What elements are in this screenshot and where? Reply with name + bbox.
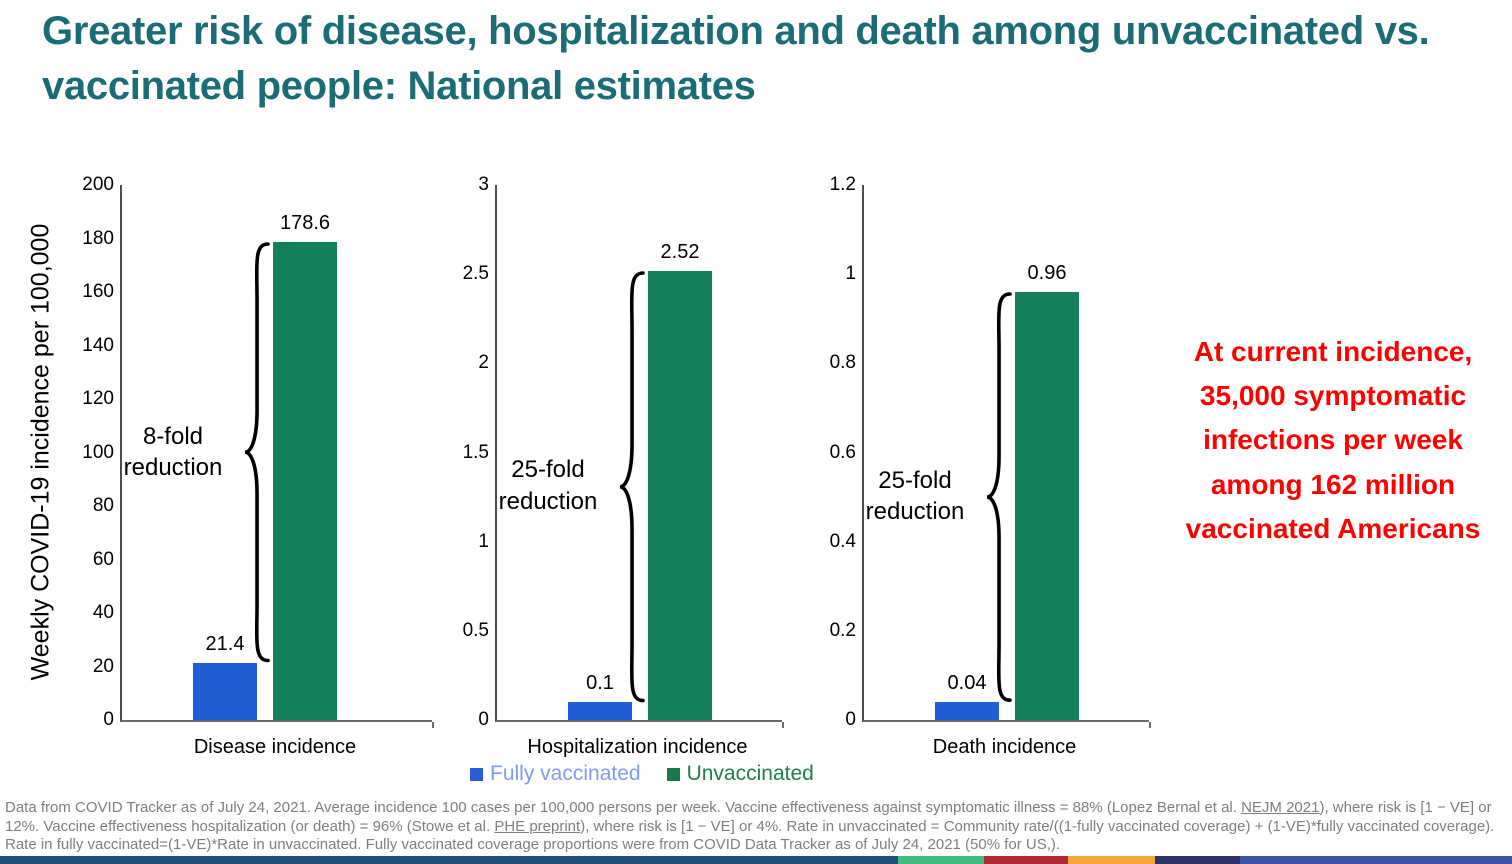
- y-axis-label: Weekly COVID-19 incidence per 100,000: [26, 223, 55, 681]
- y-tick-label: 3: [478, 174, 489, 195]
- y-tick-label: 200: [82, 174, 114, 195]
- bar-value-label: 21.4: [205, 632, 245, 655]
- y-tick-label: 180: [82, 227, 114, 249]
- y-tick-label: 1: [478, 530, 489, 552]
- bar-value-label: 0.04: [947, 672, 987, 695]
- strip-segment-indigo: [1155, 856, 1240, 864]
- y-tick-label: 0: [103, 709, 114, 730]
- y-tick-label: 0.6: [829, 441, 856, 463]
- footnote-link-phe[interactable]: PHE preprint: [494, 817, 581, 835]
- bar-value-label: 0.96: [1027, 262, 1067, 284]
- y-axis-ticks: 0 0.5 1 1.5 2 2.5 3: [445, 174, 489, 730]
- y-tick-label: 140: [82, 334, 114, 356]
- y-tick-label: 1.2: [829, 174, 856, 195]
- y-tick-label: 80: [92, 495, 114, 516]
- legend-item-unvaccinated: Unvaccinated: [666, 762, 814, 786]
- bar-value-label: 178.6: [279, 212, 331, 235]
- chart-legend: Fully vaccinated Unvaccinated: [470, 762, 814, 786]
- y-tick-label: 0: [845, 709, 856, 730]
- y-tick-label: 160: [82, 281, 114, 302]
- slide-title: Greater risk of disease, hospitalization…: [42, 9, 1430, 109]
- bar-unvaccinated: [273, 242, 337, 720]
- brace-icon: [244, 242, 270, 663]
- y-axis-ticks: 0 0.2 0.4 0.6 0.8 1 1.2: [812, 174, 856, 730]
- annotation-callout: At current incidence, 35,000 symptomatic…: [1185, 336, 1481, 544]
- x-axis-title: Disease incidence: [193, 736, 357, 758]
- y-tick-label: 100: [82, 441, 114, 463]
- strip-segment-navy: [0, 856, 898, 864]
- y-tick-label: 0.4: [829, 530, 856, 552]
- y-tick-label: 0.8: [829, 352, 856, 374]
- brace-icon: [986, 292, 1012, 702]
- reduction-annotation: 25-fold reduction: [865, 467, 965, 526]
- y-tick-label: 0.2: [829, 619, 856, 641]
- strip-segment-blue: [1240, 856, 1512, 864]
- bar-fully-vaccinated: [935, 702, 999, 720]
- brace-icon: [619, 270, 645, 702]
- bar-value-label: 2.52: [660, 240, 700, 263]
- plot-area: 21.4 178.6 8-fold reduction: [120, 185, 434, 728]
- chart-disease-incidence: 0 20 40 60 80 100 120 140 160 180 200 21.4 178.6 8-f…: [70, 174, 440, 770]
- legend-swatch-icon: [470, 767, 483, 781]
- strip-segment-dark-red: [984, 856, 1068, 864]
- legend-item-fully-vaccinated: Fully vaccinated: [470, 762, 641, 786]
- x-axis-title: Hospitalization incidence: [527, 736, 748, 758]
- chart-hospitalization-incidence: 0 0.5 1 1.5 2 2.5 3 0.1 2.52 25-fold reduction H…: [445, 174, 790, 770]
- legend-label: Fully vaccinated: [490, 762, 641, 785]
- footnote-text: ), where risk is [1 − VE] or 12%. Vaccin…: [5, 799, 1492, 835]
- bar-fully-vaccinated: [193, 662, 257, 720]
- footnote-link-nejm[interactable]: NEJM 2021: [1241, 799, 1320, 816]
- y-axis-ticks: 0 20 40 60 80 100 120 140 160 180 200: [70, 174, 114, 730]
- y-tick-label: 40: [92, 602, 114, 623]
- legend-swatch-icon: [666, 767, 680, 781]
- y-tick-label: 20: [92, 655, 114, 677]
- y-tick-label: 2.5: [462, 263, 489, 285]
- chart-death-incidence: 0 0.2 0.4 0.6 0.8 1 1.2 0.04 0.96 25-fold reduct…: [812, 174, 1157, 770]
- strip-segment-orange: [1068, 856, 1155, 864]
- slide-footer-strip: [0, 856, 1512, 864]
- y-tick-label: 2: [478, 352, 489, 374]
- plot-area: 0.04 0.96 25-fold reduction: [862, 185, 1151, 728]
- y-tick-label: 0: [478, 709, 489, 730]
- y-tick-label: 1: [845, 263, 856, 285]
- footnote: Data from COVID Tracker as of July 24, 2…: [5, 799, 1497, 855]
- footnote-text: Data from COVID Tracker as of July 24, 2…: [5, 799, 1242, 816]
- bar-unvaccinated: [648, 270, 712, 720]
- y-tick-label: 60: [92, 548, 114, 570]
- reduction-annotation: 8-fold reduction: [123, 422, 223, 481]
- strip-segment-green: [898, 856, 984, 864]
- bar-fully-vaccinated: [568, 702, 632, 720]
- plot-area: 0.1 2.52 25-fold reduction: [495, 185, 784, 728]
- x-axis-title: Death incidence: [932, 736, 1077, 758]
- legend-label: Unvaccinated: [686, 762, 814, 785]
- footnote-text: ), where risk is [1 − VE] or 4%. Rate in…: [5, 817, 1495, 854]
- reduction-annotation: 25-fold reduction: [498, 456, 598, 515]
- bar-value-label: 0.1: [586, 672, 614, 695]
- y-tick-label: 0.5: [462, 619, 489, 641]
- bar-unvaccinated: [1015, 292, 1079, 720]
- y-tick-label: 120: [82, 388, 114, 409]
- y-tick-label: 1.5: [462, 441, 489, 463]
